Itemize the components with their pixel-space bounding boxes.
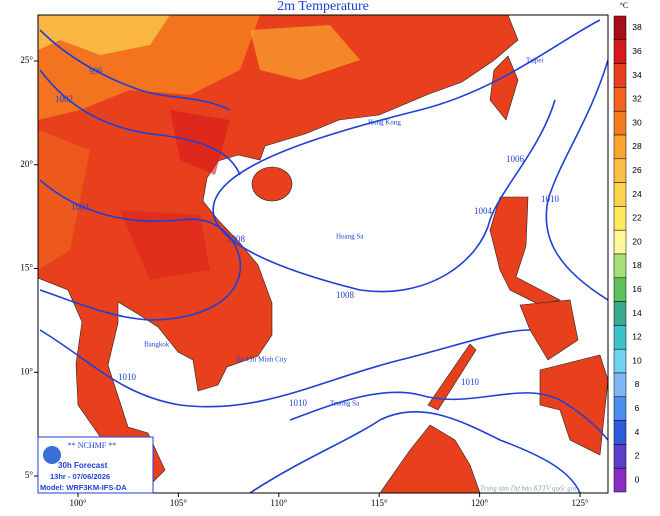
x-tick-label: 115°	[371, 498, 388, 508]
isobar-label: 1004	[71, 202, 90, 212]
x-tick-label: 105°	[170, 498, 188, 508]
y-tick-label: 25°	[20, 55, 33, 65]
y-tick-label: 15°	[20, 263, 33, 273]
colorbar-box	[613, 110, 627, 136]
info-model: Model: WRF3KM-IFS-DA	[40, 483, 127, 492]
isobar-label: 1008	[336, 290, 355, 300]
place-label: Hoang Sa	[336, 233, 364, 241]
colorbar-label: 8	[635, 379, 640, 389]
colorbar-label: 10	[632, 355, 642, 365]
x-tick-label: 125°	[571, 498, 589, 508]
isobar-label: 1010	[289, 398, 308, 408]
colorbar-box	[613, 467, 627, 493]
colorbar-box	[613, 301, 627, 326]
place-label: Ho Chi Minh City	[236, 356, 288, 364]
colorbar-box	[613, 444, 627, 469]
map-frame	[37, 14, 609, 494]
colorbar-label: 6	[635, 403, 640, 413]
y-tick-label: 20°	[20, 159, 33, 169]
colorbar-box	[613, 182, 627, 207]
colorbar-box	[613, 39, 627, 64]
colorbar-box	[613, 158, 627, 183]
colorbar-box	[613, 396, 627, 421]
colorbar-label: 2	[635, 451, 640, 461]
place-label: Taipei	[526, 57, 543, 65]
colorbar-label: 24	[632, 189, 642, 199]
colorbar-box	[613, 229, 627, 255]
x-tick-label: 110°	[270, 498, 287, 508]
place-label: Truong Sa	[330, 400, 360, 408]
colorbar-box	[613, 325, 627, 350]
isobar-label: 1010	[541, 194, 560, 204]
colorbar-label: 38	[632, 22, 642, 32]
isobar-label: 996	[89, 66, 103, 76]
info-box	[37, 436, 154, 494]
colorbar-label: 26	[632, 165, 642, 175]
isobar-label: 1010	[118, 372, 137, 382]
isobar-label: 1010	[461, 377, 480, 387]
colorbar-box	[613, 253, 627, 279]
isobar-label: 1006	[506, 154, 525, 164]
credit: Trung tâm Dự báo KTTV quốc gia	[480, 485, 577, 493]
map-area	[38, 15, 608, 493]
colorbar-label: 22	[632, 213, 642, 223]
colorbar-box	[613, 420, 627, 445]
isobar-label: 1002	[55, 94, 73, 104]
place-label: Hong Kong	[368, 119, 401, 127]
colorbar-label: 14	[632, 308, 642, 318]
colorbar-label: 32	[632, 94, 642, 104]
palawan	[427, 343, 477, 411]
info-forecast: 30h Forecast	[58, 461, 108, 470]
colorbar-box	[613, 206, 627, 231]
y-tick-label: 5°	[25, 470, 34, 480]
colorbar-label: 36	[632, 46, 642, 56]
x-tick-label: 100°	[69, 498, 87, 508]
logo	[43, 446, 61, 464]
map-title: 2m Temperature	[277, 0, 369, 14]
colorbar-label: 30	[632, 117, 642, 127]
isobar-label: 1008	[227, 234, 246, 244]
colorbar-label: 28	[632, 141, 642, 151]
place-label: Bangkok	[144, 341, 170, 349]
colorbar-box	[613, 372, 627, 398]
colorbar-label: 16	[632, 284, 642, 294]
colorbar-unit: °C	[620, 1, 629, 10]
colorbar-box	[613, 348, 627, 374]
y-tick-label: 10°	[20, 366, 33, 376]
mindanao	[539, 354, 608, 456]
colorbar-box	[613, 134, 627, 160]
hainan	[251, 166, 293, 202]
info-agency: ** NCHMF **	[68, 441, 116, 450]
colorbar-label: 4	[635, 427, 640, 437]
visayas	[519, 299, 579, 361]
colorbar-box	[613, 277, 627, 302]
colorbar-label: 12	[632, 332, 642, 342]
colorbar-label: 20	[632, 236, 642, 246]
colorbar-label: 0	[635, 474, 640, 484]
borneo	[379, 424, 481, 493]
colorbar-box	[613, 15, 627, 41]
x-tick-label: 120°	[471, 498, 489, 508]
info-time: 13hr - 07/06/2026	[50, 472, 110, 481]
colorbar-label: 34	[632, 70, 642, 80]
colorbar-box	[613, 63, 627, 88]
colorbar-box	[613, 87, 627, 112]
colorbar-label: 18	[632, 260, 642, 270]
isobar-label: 1004	[474, 206, 493, 216]
